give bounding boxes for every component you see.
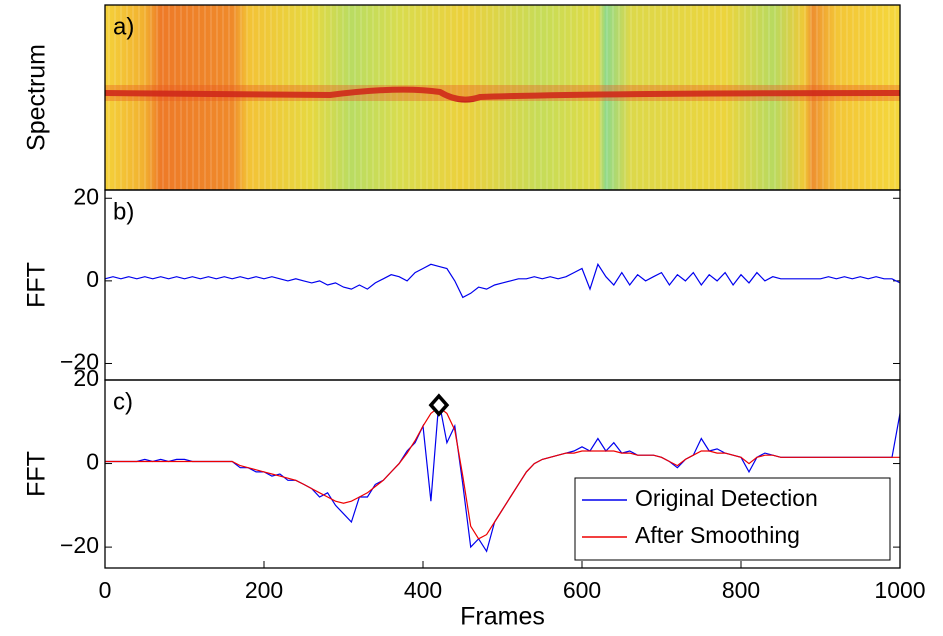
y-axis-label: FFT: [23, 262, 51, 308]
x-tick-label: 0: [99, 577, 112, 603]
x-tick-label: 600: [563, 577, 601, 603]
y-axis-label: FFT: [23, 451, 51, 497]
x-tick-label: 800: [722, 577, 760, 603]
y-tick-label: −20: [60, 349, 99, 375]
panel-label: a): [113, 13, 134, 40]
panel-label: c): [113, 388, 133, 415]
x-tick-label: 200: [245, 577, 283, 603]
x-tick-label: 1000: [874, 577, 925, 603]
y-axis-label: Spectrum: [23, 44, 51, 151]
y-tick-label: 20: [73, 365, 99, 391]
legend-label: After Smoothing: [635, 522, 800, 548]
plot-frame: [104, 379, 901, 569]
y-tick-label: −20: [60, 532, 99, 558]
panel-label: b): [113, 198, 134, 225]
series-line: [104, 262, 901, 299]
series-line: [105, 406, 900, 540]
x-axis-label: Frames: [460, 603, 545, 631]
x-tick-label: 400: [404, 577, 442, 603]
y-tick-label: 0: [86, 266, 99, 292]
legend-label: Original Detection: [635, 485, 818, 511]
peak-marker: [428, 393, 450, 417]
plot-frame: [104, 189, 901, 381]
legend-box: [574, 477, 891, 561]
y-tick-label: 0: [86, 449, 99, 475]
spectrogram-image: [104, 5, 901, 190]
y-tick-label: 20: [73, 183, 99, 209]
